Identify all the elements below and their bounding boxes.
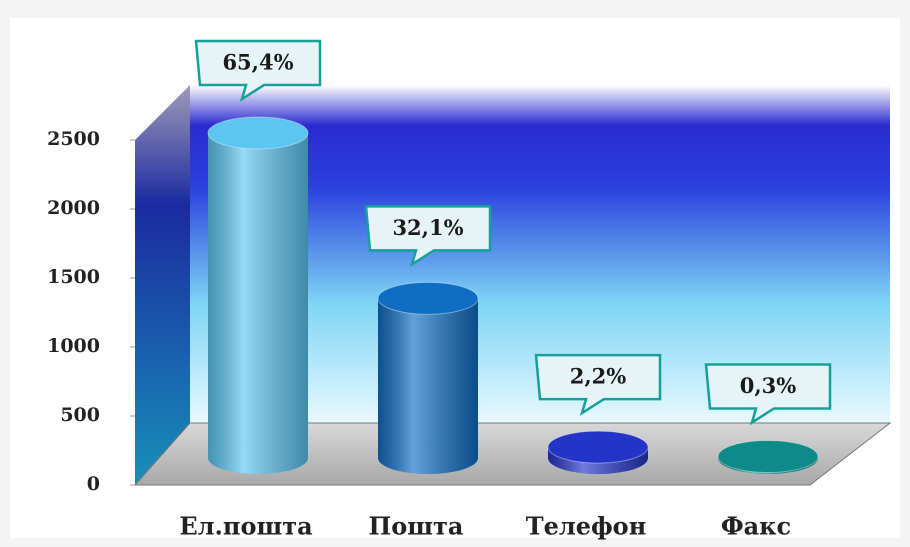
bar: [547, 430, 649, 474]
callout: 2,2%: [534, 353, 662, 416]
y-tick-label: 1000: [47, 335, 100, 357]
callout-box: [704, 363, 832, 426]
data-label: 65,4%: [222, 50, 293, 75]
data-label: 32,1%: [392, 215, 463, 240]
bar-top: [207, 116, 309, 150]
y-tick-label: 0: [87, 473, 100, 495]
data-label: 0,3%: [740, 373, 797, 398]
callout-box: [194, 39, 322, 102]
plot: 0 500 1000 1500 2000 2500 65,4% Ел.пошта 32,1% По…: [47, 39, 832, 541]
bar-bottom-shade: [208, 442, 308, 474]
x-tick-label: Факс: [721, 512, 791, 541]
callout: 32,1%: [364, 205, 492, 268]
side-wall: [135, 85, 190, 485]
bar-shine: [378, 298, 478, 458]
bar-shine: [208, 133, 308, 458]
callout-box: [364, 205, 492, 268]
callout-box: [534, 353, 662, 416]
bar-top: [717, 439, 819, 473]
bar: [717, 439, 819, 474]
bar-top: [547, 430, 649, 464]
y-tick-label: 2500: [47, 128, 100, 150]
floor: [133, 422, 892, 486]
y-tick-label: 2000: [47, 197, 100, 219]
y-tick-label: 500: [60, 404, 100, 426]
data-label: 2,2%: [570, 364, 627, 389]
bar-bottom-shade: [378, 442, 478, 474]
bar: [207, 116, 309, 474]
bar-top: [377, 281, 479, 315]
x-tick-label: Ел.пошта: [179, 512, 312, 541]
x-tick-label: Пошта: [369, 512, 464, 541]
callout: 65,4%: [194, 39, 322, 102]
bar: [377, 281, 479, 474]
y-tick-label: 1500: [47, 266, 100, 288]
x-tick-label: Телефон: [526, 512, 647, 541]
callout: 0,3%: [704, 363, 832, 426]
